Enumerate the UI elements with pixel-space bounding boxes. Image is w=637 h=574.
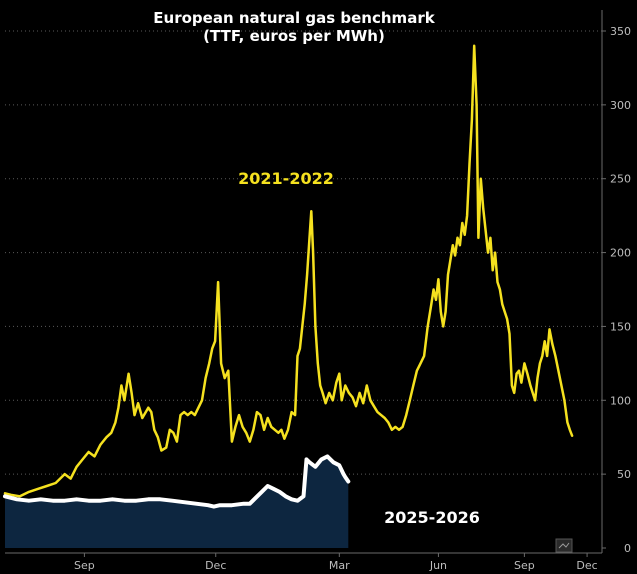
y-tick-label: 100 xyxy=(610,394,631,407)
y-ticks: 0 50 100 150 200 250 300 350 xyxy=(602,25,631,555)
x-ticks: Sep Dec Mar Jun Sep Dec xyxy=(74,553,598,572)
y-tick-label: 50 xyxy=(617,468,631,481)
y-tick-label: 250 xyxy=(610,173,631,186)
series-line-2021-2022 xyxy=(3,44,574,498)
x-tick-label: Dec xyxy=(205,559,226,572)
chart-settings-icon[interactable] xyxy=(555,538,573,553)
chart-subtitle: (TTF, euros per MWh) xyxy=(203,27,385,45)
y-tick-label: 350 xyxy=(610,25,631,38)
axes xyxy=(5,10,603,554)
chart-title: European natural gas benchmark xyxy=(153,9,435,27)
x-tick-label: Sep xyxy=(74,559,95,572)
series-label-2021-2022: 2021-2022 xyxy=(238,169,334,188)
x-tick-label: Dec xyxy=(576,559,597,572)
y-tick-label: 150 xyxy=(610,320,631,333)
line-layer xyxy=(3,44,574,509)
x-tick-label: Jun xyxy=(429,559,447,572)
y-tick-label: 200 xyxy=(610,247,631,260)
series-line-2025-2026 xyxy=(3,454,351,509)
y-tick-label: 300 xyxy=(610,99,631,112)
x-tick-label: Sep xyxy=(514,559,535,572)
series-label-2025-2026: 2025-2026 xyxy=(384,508,480,527)
x-tick-label: Mar xyxy=(329,559,350,572)
y-tick-label: 0 xyxy=(624,542,631,555)
